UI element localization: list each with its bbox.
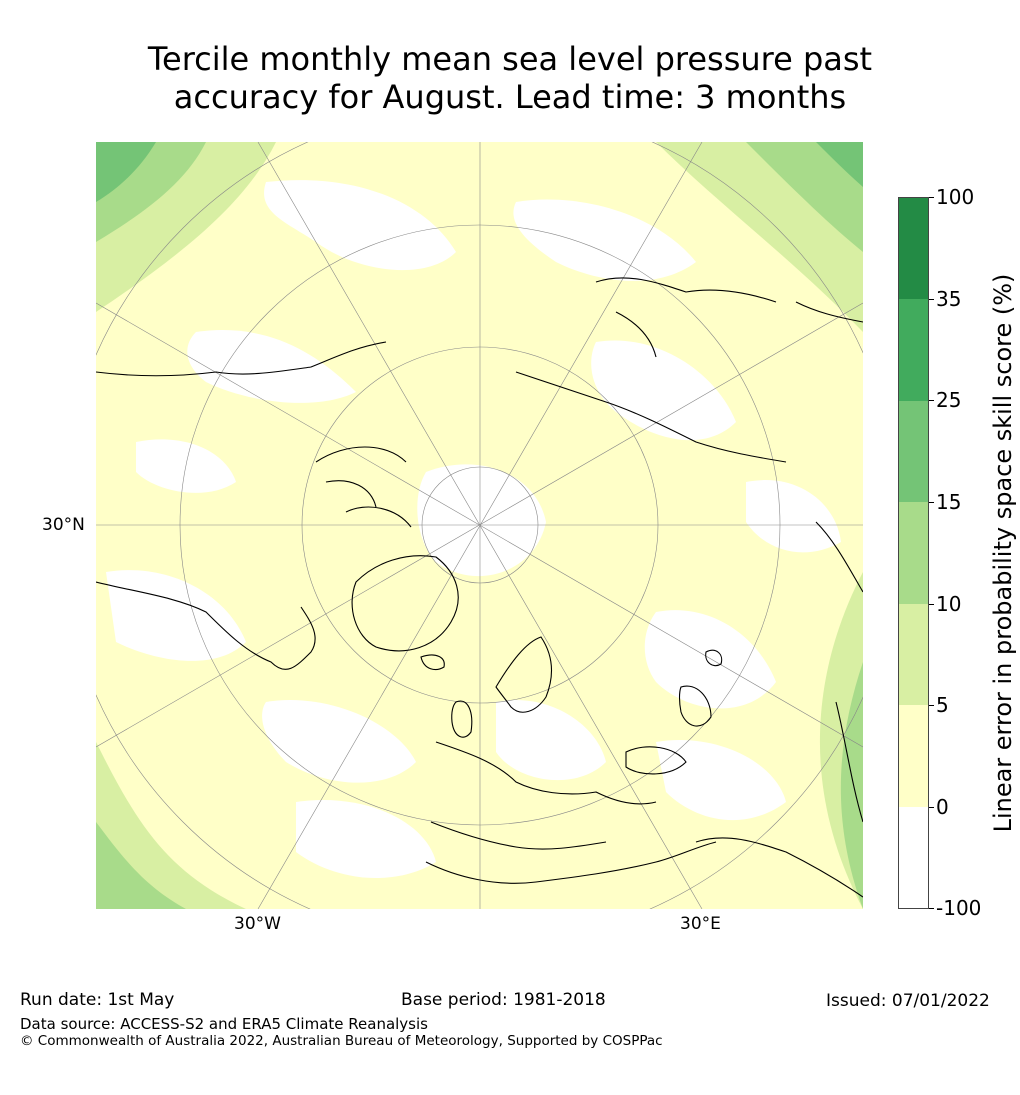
colorbar-bin-0-5 — [899, 705, 928, 807]
colorbar-tick — [929, 502, 934, 503]
lat-label-30n: 30°N — [42, 515, 85, 535]
copyright: © Commonwealth of Australia 2022, Austra… — [20, 1033, 663, 1049]
graticule — [96, 142, 863, 909]
colorbar-bin-25-35 — [899, 299, 928, 401]
title-line-2: accuracy for August. Lead time: 3 months — [173, 78, 847, 116]
shade-ne-3 — [816, 142, 863, 187]
issued-date: Issued: 07/01/2022 — [826, 991, 990, 1011]
shade-e-2 — [840, 662, 863, 909]
shade-ne-2 — [746, 142, 863, 252]
colorbar-tick-label: 5 — [936, 693, 949, 717]
colorbar-axis-label: Linear error in probability space skill … — [989, 273, 1017, 833]
coast-iceland — [420, 654, 445, 671]
shade-sw-2 — [96, 822, 186, 909]
colorbar-tick — [929, 604, 934, 605]
colorbar-bin-5-10 — [899, 604, 928, 705]
map-svg — [96, 142, 863, 909]
colorbar-tick — [929, 197, 934, 198]
coast-africa — [425, 837, 863, 898]
coast-british-isles — [451, 700, 473, 738]
coast-greenland — [351, 555, 459, 652]
colorbar — [898, 197, 929, 909]
shade-sw — [96, 742, 246, 909]
colorbar-tick — [929, 807, 934, 808]
coast-north-america — [96, 341, 387, 670]
coast-scandinavia — [495, 636, 552, 713]
colorbar-tick — [929, 299, 934, 300]
colorbar-tick — [929, 908, 934, 909]
lon-label-30e: 30°E — [680, 914, 721, 934]
colorbar-bin-neg100-0 — [899, 807, 928, 908]
colorbar-tick-label: 35 — [936, 287, 962, 311]
coastlines — [96, 277, 863, 898]
lon-label-30w: 30°W — [234, 914, 281, 934]
colorbar-tick — [929, 400, 934, 401]
coast-east-asia — [795, 301, 863, 823]
colorbar-tick-label: 25 — [936, 388, 962, 412]
coast-europe — [430, 741, 657, 850]
coast-canadian-arctic — [315, 446, 412, 528]
colorbar-tick — [929, 705, 934, 706]
base-period: Base period: 1981-2018 — [401, 990, 606, 1010]
colorbar-tick-label: 15 — [936, 490, 962, 514]
polar-map — [96, 142, 863, 909]
title-line-1: Tercile monthly mean sea level pressure … — [147, 40, 873, 78]
colorbar-tick-label: 0 — [936, 795, 949, 819]
data-source: Data source: ACCESS-S2 and ERA5 Climate … — [20, 1015, 428, 1033]
colorbar-tick-label: 10 — [936, 592, 962, 616]
coast-lake-central-asia — [705, 649, 723, 667]
colorbar-bin-10-15 — [899, 502, 928, 604]
chart-title: Tercile monthly mean sea level pressure … — [0, 40, 1020, 116]
coast-caspian — [678, 685, 712, 727]
colorbar-bin-15-25 — [899, 401, 928, 502]
colorbar-tick-label: 100 — [936, 185, 975, 209]
shade-nw-3 — [96, 142, 156, 202]
colorbar-bin-35-100 — [899, 198, 928, 299]
run-date: Run date: 1st May — [20, 990, 175, 1010]
coast-black-sea — [625, 746, 687, 775]
colorbar-tick-label: -100 — [936, 896, 982, 920]
coast-siberia — [515, 277, 787, 463]
